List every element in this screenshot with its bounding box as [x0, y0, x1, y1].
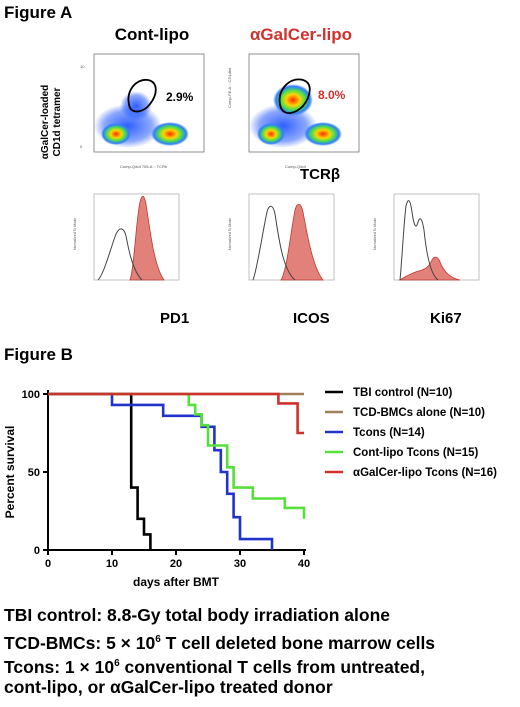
histogram-ki67: Normalized To Mode: [373, 193, 480, 281]
histogram-stained: [129, 195, 165, 281]
gate-outline: [278, 78, 311, 114]
svg-text:0: 0: [80, 144, 83, 149]
cell-population: [273, 84, 313, 116]
x-tick-label: 40: [298, 558, 310, 570]
footnote-tcd-bmcs: TCD-BMCs: 5 × 106 T cell deleted bone ma…: [4, 628, 435, 655]
y-axis-label: Percent survival: [3, 426, 17, 519]
cell-population: [101, 123, 131, 145]
svg-text:10: 10: [80, 64, 85, 69]
histogram-stained: [398, 256, 461, 281]
footnote-tcons-prefix: Tcons: 1 × 10: [4, 656, 115, 677]
svg-text:Comp-PE-A :: CD1dtet: Comp-PE-A :: CD1dtet: [227, 67, 232, 108]
footnote-tcons-suffix: conventional T cells from untreated,: [119, 656, 425, 677]
tetramer-ylabel-line1: αGalCer-loaded: [40, 84, 51, 160]
series-line-2: [48, 392, 274, 550]
cell-population: [304, 122, 342, 146]
y-tick-label: 100: [22, 389, 40, 401]
figure-b-title: Figure B: [4, 345, 73, 364]
marker-label-pd1: PD1: [160, 310, 190, 327]
legend-label: Tcons (N=14): [353, 427, 425, 439]
legend-label: Cont-lipo Tcons (N=15): [353, 447, 478, 459]
footnote-tcd-exponent: 6: [155, 634, 161, 645]
series-line-4: [48, 392, 304, 435]
tcr-beta-xlabel: TCRβ: [300, 166, 340, 183]
figure-a-title: Figure A: [4, 3, 73, 22]
y-tick-label: 50: [28, 467, 40, 479]
panel-title-cont-lipo: Cont-lipo: [114, 25, 190, 44]
footnote-donor: cont-lipo, or αGalCer-lipo treated donor: [4, 677, 333, 697]
legend-label: αGalCer-lipo Tcons (N=16): [353, 467, 497, 479]
x-tick-label: 30: [234, 558, 246, 570]
marker-label-icos: ICOS: [293, 310, 330, 327]
panel-title-agalcer-lipo: αGalCer-lipo: [249, 25, 353, 44]
legend-label: TBI control (N=10): [353, 387, 453, 399]
svg-text:Comp-Qdot: Comp-Qdot: [285, 164, 307, 169]
histogram-control: [399, 200, 439, 281]
histogram-pd1: Normalized To Mode: [73, 193, 180, 281]
series-line-3: [48, 392, 306, 519]
cell-population: [151, 122, 189, 146]
tetramer-ylabel: αGalCer-loaded CD1d tetramer: [40, 67, 64, 177]
dot-plot-cont-lipo: 10 0 Comp-Qdot 705-A :: TCRb: [80, 53, 205, 169]
survival-chart: 0 50 100 0 10 20 30 40 days after BMT Percent sur…: [3, 387, 497, 589]
tetramer-ylabel-line2: CD1d tetramer: [52, 87, 63, 157]
plot-frame: [248, 53, 360, 153]
histogram-icos: Normalized To Mode: [228, 193, 335, 281]
footnote-tcd-suffix: T cell deleted bone marrow cells: [160, 632, 436, 653]
legend-label: TCD-BMCs alone (N=10): [353, 407, 485, 419]
x-axis-label: days after BMT: [133, 575, 220, 589]
plot-frame: [93, 53, 205, 153]
gate-percent-agalcer: 8.0%: [318, 88, 346, 102]
series-line-0: [48, 392, 152, 550]
footnote-tcons-exponent: 6: [114, 658, 120, 669]
histogram-control: [252, 205, 296, 281]
svg-text:Normalized To Mode: Normalized To Mode: [228, 218, 232, 250]
cell-population: [257, 123, 285, 145]
x-tick-label: 0: [45, 558, 51, 570]
svg-text:Normalized To Mode: Normalized To Mode: [73, 218, 77, 250]
y-tick-label: 0: [34, 545, 40, 557]
marker-label-ki67: Ki67: [430, 310, 462, 327]
svg-text:Comp-Qdot 705-A :: TCRb: Comp-Qdot 705-A :: TCRb: [120, 164, 168, 169]
dot-plot-agalcer-lipo: Comp-PE-A :: CD1dtet Comp-Qdot: [227, 53, 360, 169]
footnote-tcd-prefix: TCD-BMCs: 5 × 10: [4, 632, 156, 653]
x-tick-label: 10: [106, 558, 118, 570]
gate-percent-cont: 2.9%: [166, 90, 194, 104]
footnote-tcons: Tcons: 1 × 106 conventional T cells from…: [4, 652, 425, 679]
footnote-tbi: TBI control: 8.8-Gy total body irradiati…: [4, 605, 391, 625]
x-tick-label: 20: [170, 558, 182, 570]
svg-text:Normalized To Mode: Normalized To Mode: [373, 218, 377, 250]
histogram-stained: [280, 203, 324, 281]
gate-outline: [127, 79, 157, 113]
histogram-control: [97, 228, 143, 281]
